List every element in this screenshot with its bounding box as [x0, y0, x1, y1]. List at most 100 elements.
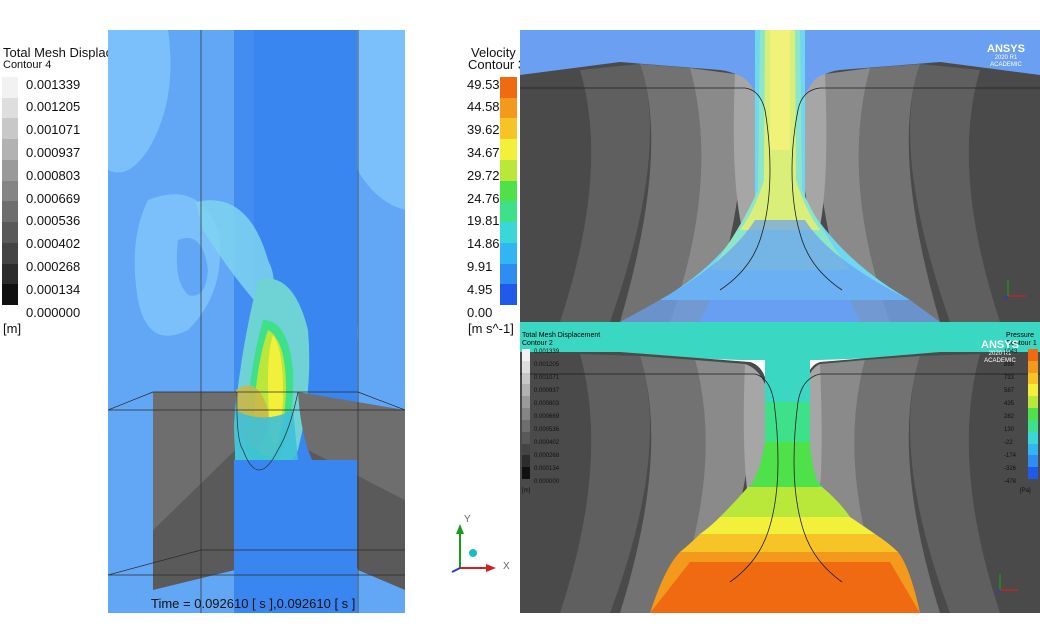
velocity-legend-tick-label: 24.76 [467, 190, 500, 206]
mini-pressure-tick-label: 1043 [1004, 349, 1018, 355]
time-label: Time = 0.092610 [ s ],0.092610 [ s ] [151, 596, 356, 611]
velocity-legend-tick-swatch [500, 159, 517, 182]
ansys-logo-bottom: ANSYS 2020 R1 ACADEMIC [972, 340, 1028, 365]
mini-mesh-tick-swatch [522, 419, 530, 433]
mesh-legend-tick-label: 0.000268 [26, 258, 81, 274]
mini-pressure-colorbar [1028, 349, 1038, 483]
velocity-legend-tick-label: 34.67 [467, 144, 500, 160]
mini-pressure-tick-swatch [1028, 396, 1038, 409]
mini-mesh-tick-label: 0.001339 [534, 349, 560, 355]
velocity-legend-tick-label: 14.86 [467, 236, 500, 252]
bottom-right-viewport[interactable]: Total Mesh Displacement Contour 2 [m] Pr… [520, 322, 1040, 613]
left-scene-graphic [108, 30, 405, 613]
velocity-legend-colorbar [500, 77, 517, 311]
velocity-legend-tick-label: 9.91 [467, 258, 493, 274]
mesh-legend-tick-swatch [2, 222, 18, 244]
velocity-legend-tick-swatch [500, 77, 517, 99]
mini-mesh-tick-label: 0.001205 [534, 362, 560, 368]
mini-pressure-tick-label: 130 [1004, 427, 1015, 433]
velocity-legend-tick-swatch [500, 242, 517, 265]
mesh-legend-tick-swatch [2, 97, 18, 119]
axis-triad [451, 524, 496, 573]
mini-pressure-unit: [Pa] [1020, 488, 1031, 494]
left-simulation-scene[interactable] [108, 30, 405, 613]
mesh-legend-unit: [m] [3, 321, 22, 336]
mesh-legend-tick-label: 0.001339 [26, 76, 81, 92]
ansys-edition: ACADEMIC [990, 62, 1022, 68]
mini-pressure-tick-swatch [1028, 384, 1038, 397]
velocity-legend-tick-label: 39.62 [467, 122, 500, 138]
mesh-legend-tick-swatch [2, 284, 18, 306]
mesh-legend-tick-label: 0.000402 [26, 236, 81, 252]
velocity-legend-tick-swatch [500, 139, 517, 161]
velocity-legend-subtitle: Contour 3 [468, 57, 526, 72]
mesh-legend-tick-swatch [2, 77, 18, 99]
mesh-legend-tick-label: 0.000937 [26, 144, 81, 160]
mini-pressure-tick-label: 733 [1004, 375, 1015, 381]
mesh-legend-tick-swatch [2, 201, 18, 223]
mesh-legend-tick-label: 0.001205 [26, 99, 81, 115]
velocity-legend-tick-swatch [500, 201, 517, 223]
mini-pressure-tick-label: -22 [1004, 440, 1013, 446]
ansys-version: 2020 R1 [988, 351, 1012, 357]
top-right-viewport[interactable]: ANSYS 2020 R1 ACADEMIC [520, 30, 1040, 322]
velocity-legend-tick-label: 4.95 [467, 281, 493, 297]
mini-mesh-legend-title: Total Mesh Displacement [522, 332, 601, 339]
mini-pressure-tick-swatch [1028, 360, 1038, 374]
mini-pressure-tick-swatch [1028, 419, 1038, 433]
mini-mesh-tick-label: 0.000000 [534, 479, 560, 485]
mini-mesh-legend-subtitle: Contour 2 [522, 340, 553, 347]
mini-mesh-tick-swatch [522, 431, 530, 445]
mesh-legend-tick-swatch [2, 180, 18, 202]
axis-y-label: Y [464, 514, 471, 525]
mesh-legend-tick-label: 0.001071 [26, 122, 81, 138]
velocity-legend-tick-label: 0.00 [467, 304, 493, 320]
mini-pressure-tick-swatch [1028, 467, 1038, 480]
mini-pressure-tick-label: -326 [1004, 466, 1017, 472]
velocity-legend-title: Velocity [471, 45, 516, 60]
velocity-legend-tick-swatch [500, 284, 517, 306]
mesh-legend-tick-label: 0.000803 [26, 167, 81, 183]
ansys-version: 2020 R1 [994, 55, 1018, 61]
ansys-logo-text: ANSYS [987, 43, 1025, 55]
mini-mesh-unit: [m] [522, 488, 531, 494]
mini-pressure-tick-label: 888 [1004, 362, 1015, 368]
axis-triad-bottom-right [995, 574, 1018, 594]
mesh-legend-tick-label: 0.000000 [26, 304, 81, 320]
mini-pressure-tick-swatch [1028, 349, 1038, 362]
velocity-legend-tick-swatch [500, 180, 517, 202]
velocity-legend-tick-label: 29.72 [467, 167, 500, 183]
mini-mesh-tick-label: 0.000669 [534, 414, 560, 420]
bottom-right-scene-graphic [520, 322, 1040, 613]
mesh-legend-tick-label: 0.000536 [26, 213, 81, 229]
mesh-legend-tick-swatch [2, 118, 18, 140]
top-right-scene-graphic [520, 30, 1040, 322]
mini-mesh-tick-label: 0.000402 [534, 440, 560, 446]
mini-pressure-tick-swatch [1028, 443, 1038, 456]
velocity-legend-tick-swatch [500, 118, 517, 140]
mini-mesh-colorbar [522, 349, 530, 483]
mesh-legend-subtitle: Contour 4 [3, 59, 52, 71]
mini-pressure-tick-label: 282 [1004, 414, 1015, 420]
mini-pressure-tick-swatch [1028, 372, 1038, 385]
velocity-legend-tick-swatch [500, 263, 517, 285]
mini-mesh-tick-swatch [522, 455, 530, 468]
mini-pressure-tick-swatch [1028, 431, 1038, 445]
mini-mesh-tick-label: 0.000803 [534, 401, 560, 407]
mini-mesh-tick-label: 0.000536 [534, 427, 560, 433]
velocity-legend-tick-swatch [500, 97, 517, 119]
mini-mesh-tick-swatch [522, 372, 530, 385]
mini-mesh-tick-label: 0.000937 [534, 388, 560, 394]
axis-x-label: X [503, 561, 510, 572]
mini-mesh-tick-label: 0.001071 [534, 375, 560, 381]
ansys-edition: ACADEMIC [984, 358, 1016, 364]
mini-mesh-tick-label: 0.000268 [534, 453, 560, 459]
mesh-legend-tick-swatch [2, 263, 18, 285]
mini-mesh-tick-swatch [522, 443, 530, 456]
mini-mesh-tick-swatch [522, 349, 530, 362]
mini-pressure-legend-subtitle: Contour 1 [1006, 340, 1037, 347]
mini-pressure-tick-label: -478 [1004, 479, 1017, 485]
mini-mesh-tick-label: 0.000134 [534, 466, 560, 472]
mini-pressure-tick-label: 587 [1004, 388, 1015, 394]
mini-mesh-tick-swatch [522, 360, 530, 374]
